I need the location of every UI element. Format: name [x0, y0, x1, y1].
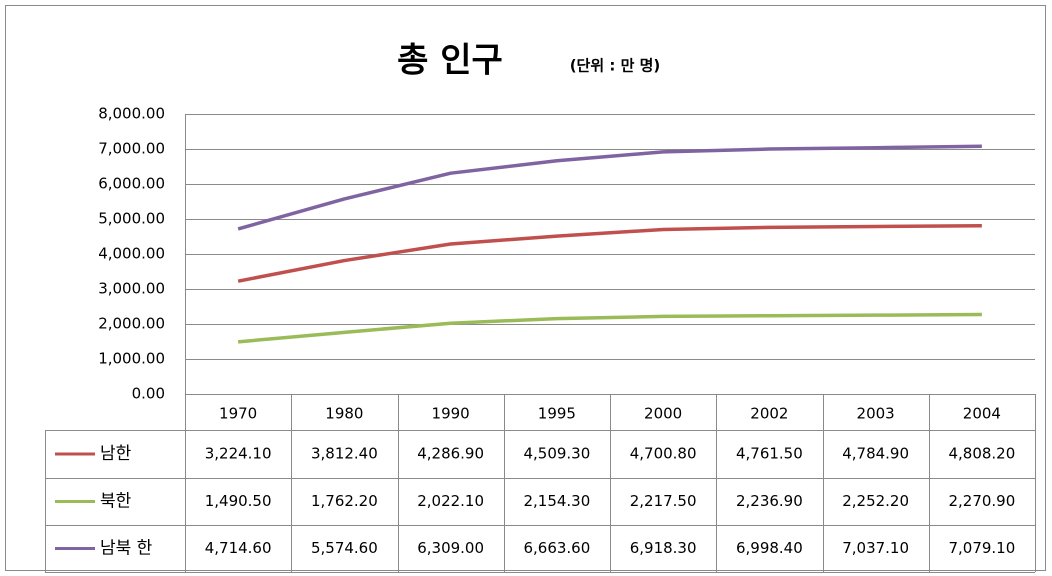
x-tick-label: 2000 — [644, 405, 682, 423]
table-cell: 4,761.50 — [736, 445, 803, 463]
chart-title: 총 인구 — [397, 41, 503, 81]
table-cell: 5,574.60 — [311, 539, 378, 557]
table-cell: 4,808.20 — [948, 445, 1015, 463]
y-tick-label: 5,000.00 — [98, 210, 165, 228]
y-tick-label: 0.00 — [132, 385, 165, 403]
table-cell: 2,270.90 — [948, 492, 1015, 510]
x-tick-label: 1995 — [538, 405, 576, 423]
table-cell: 4,286.90 — [417, 445, 484, 463]
chart-border — [5, 5, 1046, 571]
table-cell: 4,509.30 — [523, 445, 590, 463]
x-tick-label: 2002 — [750, 405, 788, 423]
table-cell: 2,236.90 — [736, 492, 803, 510]
legend-label: 남북 한 — [100, 539, 153, 559]
legend-label: 북한 — [100, 492, 132, 512]
series-line — [237, 144, 982, 231]
x-tick-label: 1970 — [219, 405, 257, 423]
series-line — [237, 312, 982, 344]
table-cell: 7,037.10 — [842, 539, 909, 557]
table-cell: 4,784.90 — [842, 445, 909, 463]
table-cell: 1,490.50 — [205, 492, 272, 510]
chart-subtitle: (단위 : 만 명) — [570, 57, 661, 75]
table-cell: 6,918.30 — [630, 539, 697, 557]
table-cell: 2,022.10 — [417, 492, 484, 510]
legend-label: 남한 — [100, 444, 132, 464]
table-cell: 4,714.60 — [205, 539, 272, 557]
table-cell: 4,700.80 — [630, 445, 697, 463]
table-cell: 6,998.40 — [736, 539, 803, 557]
table-cell: 6,663.60 — [523, 539, 590, 557]
y-tick-label: 4,000.00 — [98, 245, 165, 263]
x-tick-label: 1990 — [432, 405, 470, 423]
y-tick-label: 8,000.00 — [98, 105, 165, 123]
table-cell: 3,812.40 — [311, 445, 378, 463]
y-tick-label: 1,000.00 — [98, 350, 165, 368]
y-tick-label: 2,000.00 — [98, 315, 165, 333]
table-cell: 2,154.30 — [523, 492, 590, 510]
x-tick-label: 2004 — [963, 405, 1001, 423]
y-tick-label: 7,000.00 — [98, 140, 165, 158]
table-cell: 3,224.10 — [205, 445, 272, 463]
series-line — [237, 223, 982, 283]
table-cell: 6,309.00 — [417, 539, 484, 557]
y-tick-label: 6,000.00 — [98, 175, 165, 193]
table-cell: 7,079.10 — [948, 539, 1015, 557]
x-tick-label: 1980 — [325, 405, 363, 423]
table-cell: 2,252.20 — [842, 492, 909, 510]
x-tick-label: 2003 — [857, 405, 895, 423]
y-tick-label: 3,000.00 — [98, 280, 165, 298]
table-cell: 2,217.50 — [630, 492, 697, 510]
table-cell: 1,762.20 — [311, 492, 378, 510]
